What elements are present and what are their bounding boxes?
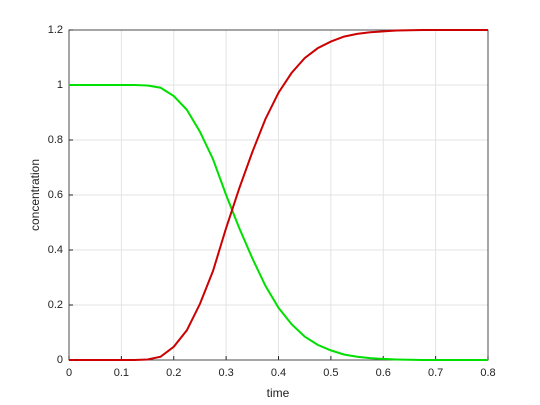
x-tick-label: 0.6 bbox=[376, 367, 391, 379]
x-tick-label: 0.8 bbox=[480, 367, 495, 379]
x-axis-label: time bbox=[267, 386, 290, 400]
x-tick-label: 0.3 bbox=[218, 367, 233, 379]
y-tick-label: 0.6 bbox=[48, 189, 63, 201]
y-tick-label: 0.2 bbox=[48, 299, 63, 311]
x-tick-label: 0.2 bbox=[166, 367, 181, 379]
y-tick-label: 1 bbox=[57, 79, 63, 91]
x-tick-label: 0 bbox=[66, 367, 72, 379]
y-tick-label: 0.4 bbox=[48, 244, 63, 256]
y-axis-label: concentration bbox=[28, 159, 42, 231]
y-tick-label: 1.2 bbox=[48, 24, 63, 36]
line-series bbox=[69, 84, 488, 361]
x-tick-label: 0.4 bbox=[271, 367, 286, 379]
x-tick-label: 0.1 bbox=[114, 367, 129, 379]
y-tick-label: 0.8 bbox=[48, 134, 63, 146]
x-tick-label: 0.7 bbox=[428, 367, 443, 379]
line-series bbox=[69, 29, 488, 361]
plot-frame bbox=[68, 29, 489, 361]
y-tick-label: 0 bbox=[57, 354, 63, 366]
x-tick-label: 0.5 bbox=[323, 367, 338, 379]
